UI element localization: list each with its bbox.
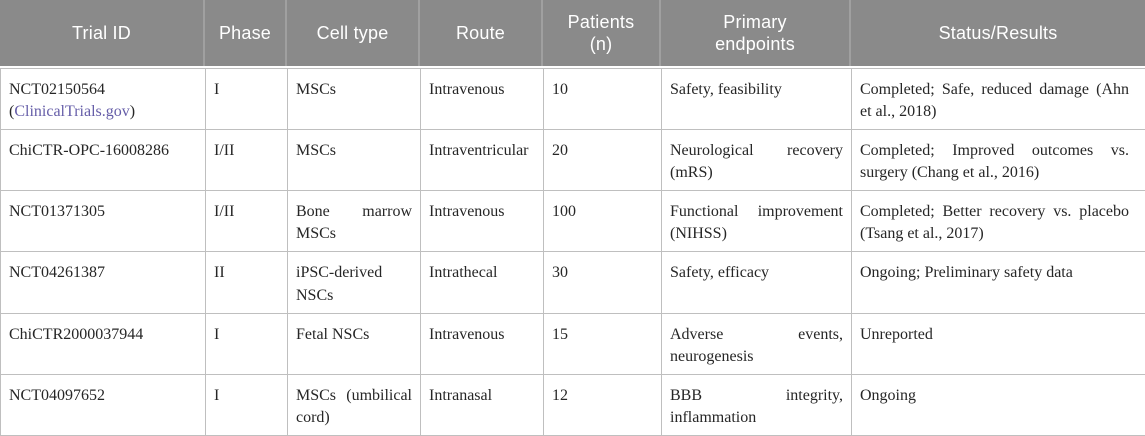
- cell-phase: II: [206, 252, 288, 314]
- table-row: ChiCTR2000037944 I Fetal NSCs Intravenous 15…: [1, 313, 1145, 375]
- trial-id-text: NCT01371305: [9, 203, 105, 221]
- table-body: NCT02150564 (ClinicalTrials.gov) I MSCs Int…: [0, 68, 1145, 436]
- cell-trial-id: ChiCTR-OPC-16008286: [1, 130, 206, 192]
- cell-trial-id: NCT02150564 (ClinicalTrials.gov): [1, 69, 206, 131]
- column-header-label: Patients (n): [567, 11, 635, 55]
- cell-primary-endpoints: Neurological recovery (mRS): [662, 130, 852, 192]
- column-header-label: Primary endpoints: [715, 11, 795, 55]
- table-row: NCT01371305 I/II Bone marrow MSCs Intraveno…: [1, 191, 1145, 253]
- column-header-primary-endpoints: Primary endpoints: [661, 0, 851, 66]
- cell-route: Intravenous: [421, 69, 544, 131]
- column-header-trial-id: Trial ID: [0, 0, 205, 66]
- cell-patients: 30: [544, 252, 662, 314]
- cell-patients: 100: [544, 191, 662, 253]
- cell-primary-endpoints: Adverse events, neurogenesis: [662, 313, 852, 375]
- cell-status-results: Completed; Better recovery vs. placebo (…: [852, 191, 1145, 253]
- trial-id-text: ChiCTR-OPC-16008286: [9, 142, 170, 160]
- cell-route: Intraventricular: [421, 130, 544, 192]
- cell-status-results: Completed; Improved outcomes vs. surgery…: [852, 130, 1145, 192]
- cell-primary-endpoints: BBB integrity, inflammation: [662, 374, 852, 436]
- cell-patients: 10: [544, 69, 662, 131]
- trial-id-text: NCT04261387: [9, 264, 105, 282]
- table-row: NCT04097652 I MSCs (umbilical cord) Intrana…: [1, 374, 1145, 436]
- cell-cell-type: Bone marrow MSCs: [288, 191, 421, 253]
- cell-route: Intrathecal: [421, 252, 544, 314]
- cell-cell-type: MSCs: [288, 69, 421, 131]
- cell-trial-id: NCT01371305: [1, 191, 206, 253]
- cell-trial-id: NCT04261387: [1, 252, 206, 314]
- cell-route: Intranasal: [421, 374, 544, 436]
- table-row: ChiCTR-OPC-16008286 I/II MSCs Intraventricu…: [1, 130, 1145, 192]
- column-header-route: Route: [420, 0, 543, 66]
- table-header-row: Trial ID Phase Cell type Route Patients (n) P…: [0, 0, 1145, 66]
- column-header-label: Route: [455, 22, 506, 43]
- cell-patients: 20: [544, 130, 662, 192]
- table-row: NCT02150564 (ClinicalTrials.gov) I MSCs Int…: [1, 69, 1145, 131]
- cell-cell-type: MSCs (umbilical cord): [288, 374, 421, 436]
- cell-trial-id: ChiCTR2000037944: [1, 313, 206, 375]
- cell-phase: I: [206, 69, 288, 131]
- cell-cell-type: iPSC-derived NSCs: [288, 252, 421, 314]
- cell-status-results: Ongoing; Preliminary safety data: [852, 252, 1145, 314]
- clinicaltrials-link[interactable]: ClinicalTrials.gov: [14, 103, 130, 121]
- cell-primary-endpoints: Safety, feasibility: [662, 69, 852, 131]
- cell-primary-endpoints: Safety, efficacy: [662, 252, 852, 314]
- cell-primary-endpoints: Functional improvement (NIHSS): [662, 191, 852, 253]
- cell-patients: 15: [544, 313, 662, 375]
- column-header-label: Status/Results: [938, 22, 1058, 43]
- cell-phase: I/II: [206, 130, 288, 192]
- table-row: NCT04261387 II iPSC-derived NSCs Intratheca…: [1, 252, 1145, 314]
- cell-phase: I/II: [206, 191, 288, 253]
- cell-trial-id: NCT04097652: [1, 374, 206, 436]
- column-header-phase: Phase: [205, 0, 287, 66]
- trial-id-text: NCT04097652: [9, 386, 105, 404]
- column-header-label: Trial ID: [72, 22, 131, 43]
- cell-patients: 12: [544, 374, 662, 436]
- cell-phase: I: [206, 313, 288, 375]
- column-header-cell-type: Cell type: [287, 0, 420, 66]
- cell-status-results: Completed; Safe, reduced damage (Ahn et …: [852, 69, 1145, 131]
- trial-id-text: NCT02150564: [9, 81, 105, 98]
- column-header-label: Cell type: [316, 22, 389, 43]
- cell-cell-type: Fetal NSCs: [288, 313, 421, 375]
- cell-route: Intravenous: [421, 313, 544, 375]
- cell-status-results: Ongoing: [852, 375, 1145, 436]
- column-header-status-results: Status/Results: [851, 0, 1145, 66]
- cell-status-results: Unreported: [852, 314, 1145, 375]
- trial-id-text: ChiCTR2000037944: [9, 325, 144, 343]
- cell-phase: I: [206, 374, 288, 436]
- column-header-patients: Patients (n): [543, 0, 661, 66]
- column-header-label: Phase: [218, 22, 272, 43]
- cell-route: Intravenous: [421, 191, 544, 253]
- cell-cell-type: MSCs: [288, 130, 421, 192]
